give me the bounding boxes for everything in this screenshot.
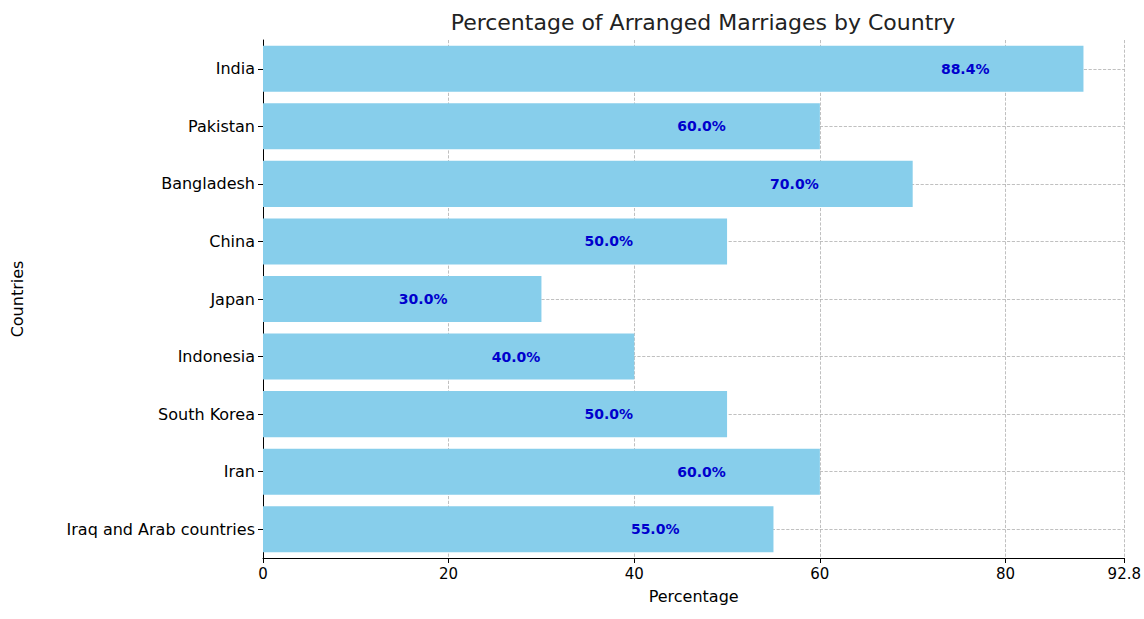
svg-text:60.0%: 60.0% — [677, 118, 726, 134]
svg-text:60.0%: 60.0% — [677, 464, 726, 480]
svg-text:30.0%: 30.0% — [399, 291, 448, 307]
svg-text:Iraq and Arab countries: Iraq and Arab countries — [67, 520, 255, 539]
svg-text:88.4%: 88.4% — [941, 61, 990, 77]
svg-text:Indonesia: Indonesia — [178, 347, 255, 366]
svg-text:80: 80 — [996, 565, 1015, 583]
svg-text:40.0%: 40.0% — [492, 349, 541, 365]
svg-text:Countries: Countries — [8, 261, 27, 338]
svg-text:20: 20 — [439, 565, 458, 583]
svg-text:55.0%: 55.0% — [631, 521, 680, 537]
svg-text:South Korea: South Korea — [158, 405, 255, 424]
svg-text:Japan: Japan — [209, 290, 255, 309]
svg-text:Percentage of Arranged Marriag: Percentage of Arranged Marriages by Coun… — [451, 10, 956, 35]
svg-text:70.0%: 70.0% — [770, 176, 819, 192]
svg-text:40: 40 — [625, 565, 644, 583]
svg-text:Bangladesh: Bangladesh — [161, 174, 255, 193]
svg-text:50.0%: 50.0% — [584, 233, 633, 249]
svg-text:92.8: 92.8 — [1108, 565, 1141, 583]
svg-text:China: China — [209, 232, 255, 251]
svg-text:India: India — [216, 59, 255, 78]
svg-text:Percentage: Percentage — [649, 587, 739, 606]
svg-text:0: 0 — [258, 565, 268, 583]
svg-text:50.0%: 50.0% — [584, 406, 633, 422]
svg-text:Pakistan: Pakistan — [188, 117, 255, 136]
svg-text:Iran: Iran — [224, 462, 255, 481]
svg-text:60: 60 — [810, 565, 829, 583]
